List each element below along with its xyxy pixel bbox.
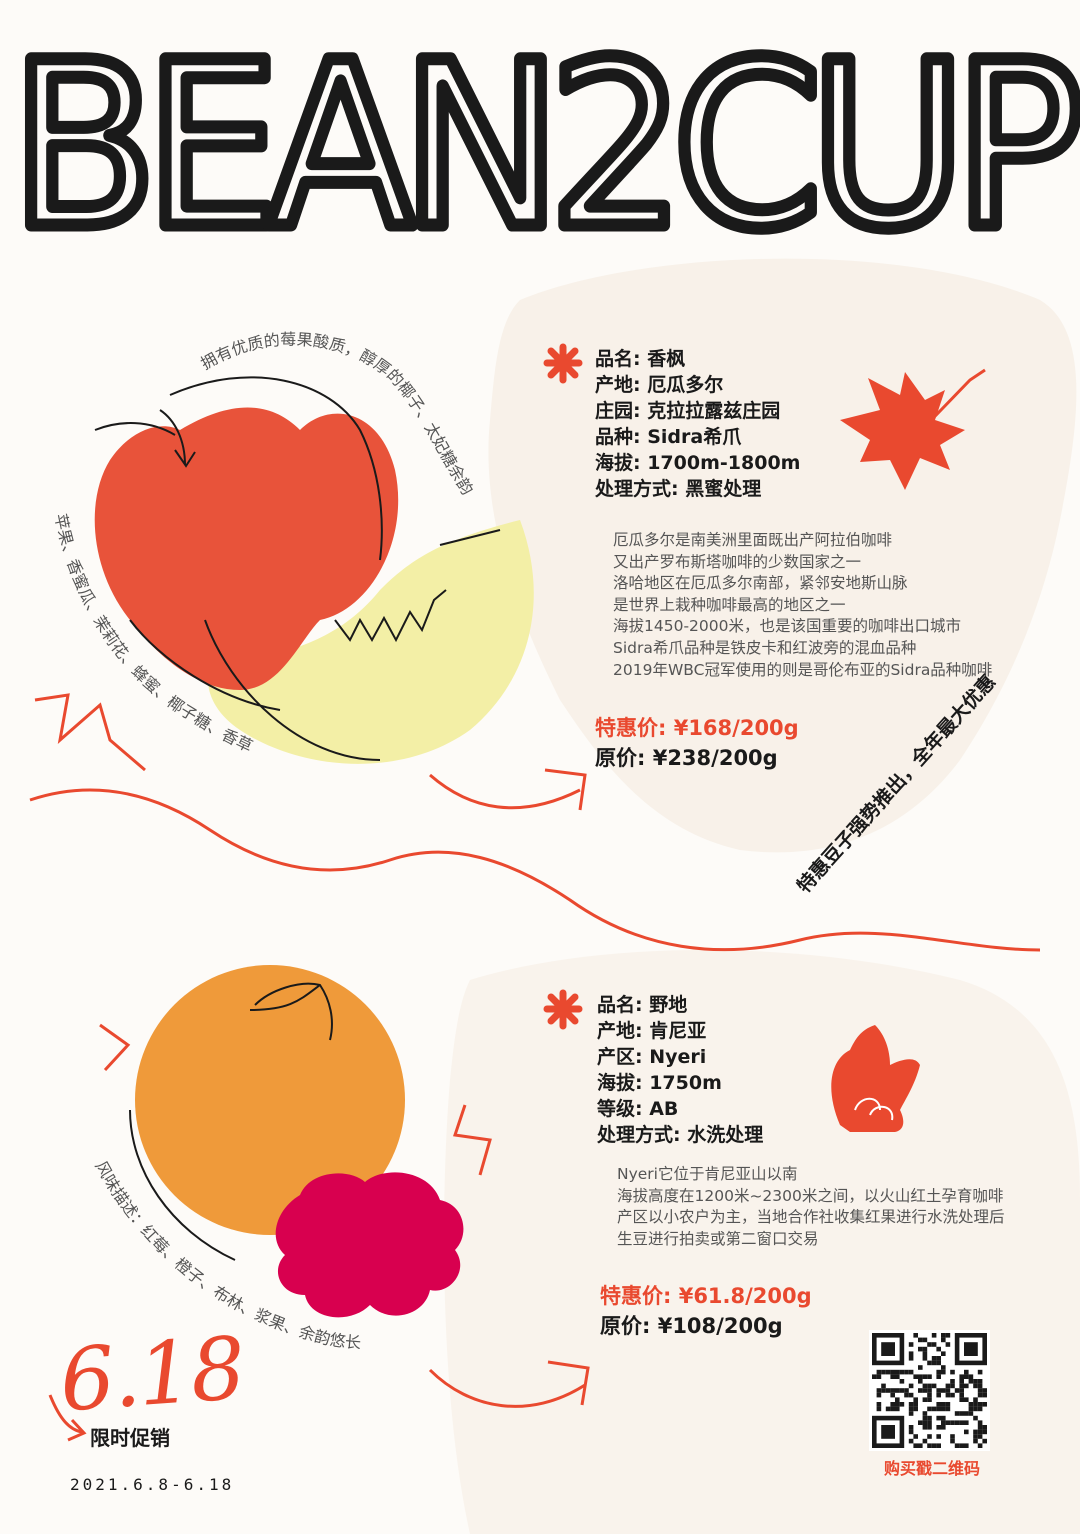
melon-slice — [208, 520, 534, 764]
product2-process: 处理方式: 水洗处理 — [597, 1124, 764, 1146]
product1-desc-line: 是世界上栽种咖啡最高的地区之一 — [613, 595, 846, 614]
product2-origin: 产地: 肯尼亚 — [597, 1020, 707, 1042]
orange-leaf — [249, 982, 333, 1041]
product2-description: Nyeri它位于肯尼亚山以南 海拔高度在1200米~2300米之间，以火山红土孕… — [617, 1164, 1005, 1250]
product1-original-price: 原价: ¥238/200g — [595, 746, 778, 770]
product2-sale-price: 特惠价: ¥61.8/200g — [600, 1284, 812, 1308]
apple-inner-line — [129, 619, 381, 761]
product2-info: 品名: 野地 产地: 肯尼亚 产区: Nyeri 海拔: 1750m 等级: A… — [597, 992, 763, 1148]
product1-desc-line: 2019年WBC冠军使用的则是哥伦布亚的Sidra品种咖啡 — [613, 660, 993, 679]
product1-altitude: 海拔: 1700m-1800m — [595, 452, 801, 474]
brand-title-text: BEAN2CUP — [10, 13, 1076, 260]
wavy-divider — [29, 788, 1041, 952]
leaf-plant-icon — [831, 1025, 920, 1132]
product1-sale-price: 特惠价: ¥168/200g — [595, 716, 799, 740]
product1-variety: 品种: Sidra希爪 — [595, 426, 742, 448]
qr-label: 购买戳二维码 — [883, 1459, 980, 1478]
melon-zigzag — [334, 589, 447, 643]
promo-date-range: 2021.6.8-6.18 — [70, 1475, 235, 1494]
product2-desc-line: 海拔高度在1200米~2300米之间，以火山红土孕育咖啡 — [617, 1186, 1004, 1205]
product1-desc-line: 洛哈地区在厄瓜多尔南部，紧邻安地斯山脉 — [613, 574, 908, 593]
product1-origin: 产地: 厄瓜多尔 — [595, 374, 724, 396]
product1-desc-line: 厄瓜多尔是南美洲里面既出产阿拉伯咖啡 — [613, 531, 893, 549]
orange-fruit — [135, 965, 405, 1235]
product2-desc-line: 生豆进行拍卖或第二窗口交易 — [617, 1229, 819, 1248]
product2-name: 品名: 野地 — [597, 994, 688, 1016]
arrow-lower — [428, 1360, 590, 1408]
zigzag-upper-left — [34, 693, 146, 772]
zigzag-lower-mid — [453, 1104, 492, 1176]
arrow-upper — [429, 768, 587, 811]
product1-desc-line: 海拔1450-2000米，也是该国重要的咖啡出口城市 — [613, 617, 961, 636]
asterisk-icon-2 — [543, 989, 583, 1030]
product2-region: 产区: Nyeri — [597, 1046, 707, 1068]
orange-arc-line — [129, 1109, 236, 1261]
qr-code-image[interactable] — [869, 1330, 990, 1451]
asterisk-icon-1 — [543, 343, 583, 384]
maple-leaf-icon — [840, 368, 986, 490]
product1-process: 处理方式: 黑蜜处理 — [595, 478, 762, 500]
product1-name: 品名: 香枫 — [595, 348, 686, 370]
product1-estate: 庄园: 克拉拉露兹庄园 — [595, 400, 781, 422]
product2-desc-line: 产区以小农户为主，当地合作社收集红果进行水洗处理后 — [617, 1208, 1005, 1227]
promo-arrow — [48, 1394, 87, 1442]
raspberry-fruit — [275, 1172, 464, 1318]
product2-desc-line: Nyeri它位于肯尼亚山以南 — [617, 1165, 798, 1183]
product2-original-price: 原价: ¥108/200g — [600, 1314, 783, 1338]
apple-arc-line — [169, 376, 383, 561]
product1-desc-line: 又出产罗布斯塔咖啡的少数国家之一 — [613, 552, 862, 571]
product1-desc-line: Sidra希爪品种是铁皮卡和红波旁的混血品种 — [613, 638, 917, 657]
brand-title: BEAN2CUP — [0, 0, 1080, 286]
apple-shape — [94, 407, 399, 690]
product1-description: 厄瓜多尔是南美洲里面既出产阿拉伯咖啡 又出产罗布斯塔咖啡的少数国家之一 洛哈地区… — [613, 530, 992, 681]
zigzag-lower-left — [99, 1023, 131, 1072]
promo-date-big: 6.18 — [56, 1318, 247, 1432]
promo-label: 限时促销 — [90, 1426, 170, 1450]
apple-stem — [94, 409, 196, 468]
product2-grade: 等级: AB — [597, 1098, 679, 1120]
melon-rind-line — [439, 529, 501, 546]
product2-altitude: 海拔: 1750m — [597, 1072, 722, 1094]
product1-info: 品名: 香枫 产地: 厄瓜多尔 庄园: 克拉拉露兹庄园 品种: Sidra希爪 … — [595, 346, 800, 502]
